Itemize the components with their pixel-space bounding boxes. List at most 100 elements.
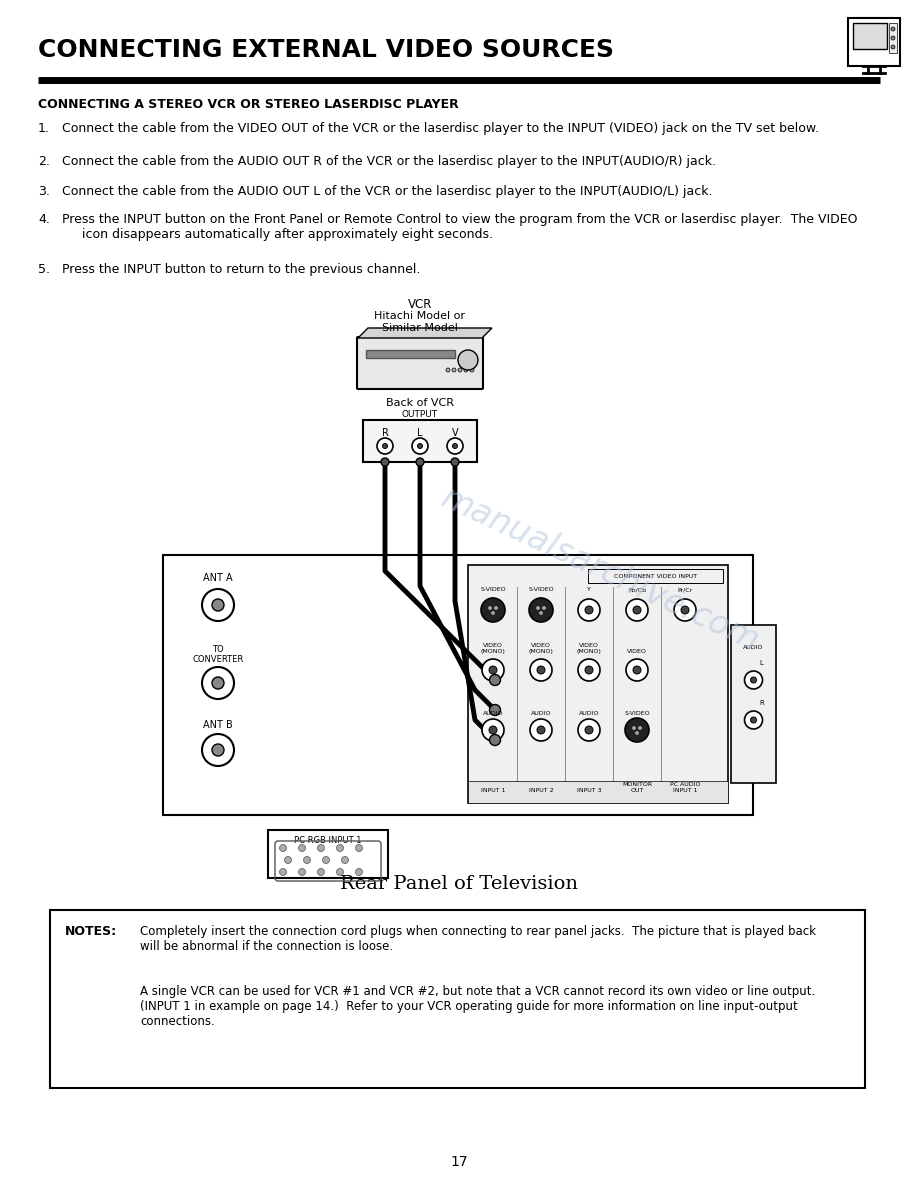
Circle shape xyxy=(458,350,478,369)
Circle shape xyxy=(489,675,500,685)
Text: A single VCR can be used for VCR #1 and VCR #2, but note that a VCR cannot recor: A single VCR can be used for VCR #1 and … xyxy=(140,985,815,1028)
Circle shape xyxy=(625,718,649,742)
Circle shape xyxy=(298,845,306,852)
Circle shape xyxy=(489,734,500,746)
Bar xyxy=(889,23,897,53)
Circle shape xyxy=(633,666,641,674)
Circle shape xyxy=(452,368,456,372)
Text: PC AUDIO
INPUT 1: PC AUDIO INPUT 1 xyxy=(670,782,700,794)
Polygon shape xyxy=(358,328,492,339)
Text: V: V xyxy=(452,428,458,438)
Circle shape xyxy=(751,718,756,723)
Text: 5.: 5. xyxy=(38,263,50,276)
Text: Hitachi Model or
Similar Model: Hitachi Model or Similar Model xyxy=(375,311,465,333)
Text: TO
CONVERTER: TO CONVERTER xyxy=(193,645,243,664)
Circle shape xyxy=(543,607,545,609)
Circle shape xyxy=(212,599,224,611)
Circle shape xyxy=(529,598,553,623)
Text: PC RGB INPUT 1: PC RGB INPUT 1 xyxy=(295,836,362,845)
Circle shape xyxy=(355,845,363,852)
Bar xyxy=(848,18,900,67)
Circle shape xyxy=(674,599,696,621)
Text: VIDEO
(MONO): VIDEO (MONO) xyxy=(529,643,554,655)
Text: S-VIDEO: S-VIDEO xyxy=(528,587,554,592)
Text: Rear Panel of Television: Rear Panel of Television xyxy=(340,876,578,893)
Text: VIDEO
(MONO): VIDEO (MONO) xyxy=(577,643,601,655)
Circle shape xyxy=(489,726,497,734)
Circle shape xyxy=(585,606,593,614)
Circle shape xyxy=(489,666,497,674)
Text: S-VIDEO: S-VIDEO xyxy=(480,587,506,592)
Circle shape xyxy=(530,659,552,681)
Text: VIDEO
(MONO): VIDEO (MONO) xyxy=(480,643,506,655)
Bar xyxy=(731,625,776,783)
Circle shape xyxy=(202,589,234,621)
Text: Back of VCR: Back of VCR xyxy=(386,398,454,407)
Text: 3.: 3. xyxy=(38,185,50,198)
Circle shape xyxy=(491,612,495,614)
Text: VCR: VCR xyxy=(408,298,432,311)
Text: CONNECTING A STEREO VCR OR STEREO LASERDISC PLAYER: CONNECTING A STEREO VCR OR STEREO LASERD… xyxy=(38,97,459,110)
Circle shape xyxy=(383,443,387,449)
Bar xyxy=(50,910,865,1088)
Text: MONITOR
OUT: MONITOR OUT xyxy=(621,782,652,794)
Bar xyxy=(363,421,477,462)
Text: AUDIO: AUDIO xyxy=(483,710,503,716)
Text: R: R xyxy=(759,700,764,706)
Text: Connect the cable from the VIDEO OUT of the VCR or the laserdisc player to the I: Connect the cable from the VIDEO OUT of … xyxy=(62,122,819,135)
Text: L: L xyxy=(759,661,764,666)
Circle shape xyxy=(633,606,641,614)
Text: INPUT 3: INPUT 3 xyxy=(577,788,601,794)
Circle shape xyxy=(447,438,463,454)
Bar xyxy=(366,350,455,358)
Circle shape xyxy=(639,727,642,729)
Circle shape xyxy=(489,704,500,715)
Circle shape xyxy=(418,443,422,449)
Circle shape xyxy=(537,726,545,734)
Circle shape xyxy=(578,599,600,621)
Circle shape xyxy=(322,857,330,864)
Circle shape xyxy=(337,868,343,876)
Bar xyxy=(268,830,388,878)
Circle shape xyxy=(482,659,504,681)
Circle shape xyxy=(377,438,393,454)
Circle shape xyxy=(202,666,234,699)
Circle shape xyxy=(318,868,324,876)
Text: AUDIO: AUDIO xyxy=(744,645,764,650)
Text: ANT B: ANT B xyxy=(203,720,233,729)
Circle shape xyxy=(412,438,428,454)
Circle shape xyxy=(891,45,895,49)
Circle shape xyxy=(578,659,600,681)
Circle shape xyxy=(635,732,639,734)
Text: INPUT 2: INPUT 2 xyxy=(529,788,554,794)
Circle shape xyxy=(578,719,600,741)
Circle shape xyxy=(304,857,310,864)
Circle shape xyxy=(481,598,505,623)
Bar xyxy=(588,569,723,583)
Circle shape xyxy=(279,868,286,876)
Circle shape xyxy=(458,368,462,372)
Text: Completely insert the connection cord plugs when connecting to rear panel jacks.: Completely insert the connection cord pl… xyxy=(140,925,816,953)
Bar xyxy=(163,555,753,815)
Circle shape xyxy=(891,36,895,40)
Circle shape xyxy=(585,726,593,734)
Text: Pr/Cr: Pr/Cr xyxy=(677,587,692,592)
Circle shape xyxy=(446,368,450,372)
Circle shape xyxy=(451,459,459,466)
Circle shape xyxy=(537,666,545,674)
Circle shape xyxy=(681,606,689,614)
Circle shape xyxy=(626,599,648,621)
Text: AUDIO: AUDIO xyxy=(531,710,551,716)
Text: CONNECTING EXTERNAL VIDEO SOURCES: CONNECTING EXTERNAL VIDEO SOURCES xyxy=(38,38,614,62)
Text: 1.: 1. xyxy=(38,122,50,135)
Circle shape xyxy=(279,845,286,852)
Text: AUDIO: AUDIO xyxy=(578,710,599,716)
Text: 2.: 2. xyxy=(38,154,50,168)
Text: 17: 17 xyxy=(450,1155,468,1169)
Circle shape xyxy=(891,27,895,31)
Text: INPUT 1: INPUT 1 xyxy=(481,788,505,794)
Circle shape xyxy=(482,719,504,741)
Circle shape xyxy=(202,734,234,766)
Circle shape xyxy=(744,671,763,689)
Text: 4.: 4. xyxy=(38,213,50,226)
